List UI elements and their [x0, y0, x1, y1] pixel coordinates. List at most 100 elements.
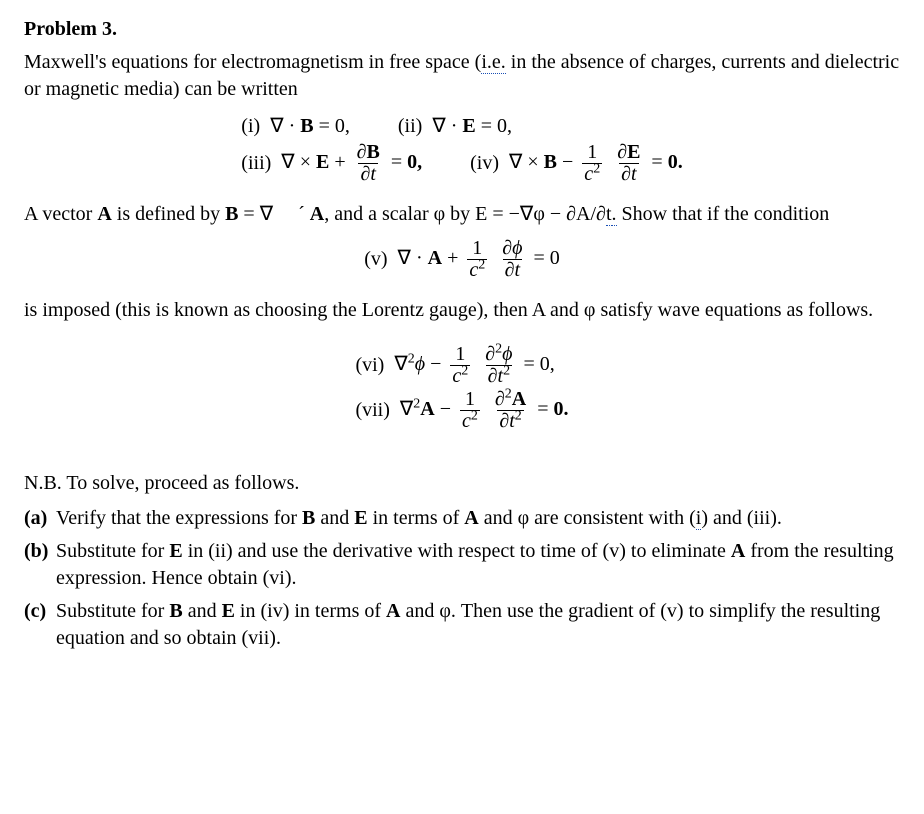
txt: in (ii) and use the derivative with resp…: [183, 540, 731, 562]
hint-b-body: Substitute for E in (ii) and use the der…: [56, 538, 900, 592]
vec-b: B: [300, 115, 313, 137]
zero: 0.: [668, 151, 683, 173]
intro-paragraph: Maxwell's equations for electromagnetism…: [24, 49, 900, 103]
frac-dE-dt: ∂E ∂t: [615, 142, 642, 185]
eq-sign: =: [391, 151, 402, 173]
eq-ii-body: ∇·E=0,: [432, 113, 512, 140]
vec-e: E: [354, 507, 367, 529]
var-c: c: [584, 163, 593, 185]
equation-v: (v) ∇·A+ 1 c2 ∂ϕ ∂t =0: [24, 236, 900, 283]
partial: ∂: [485, 343, 495, 365]
vec-b: B: [302, 507, 315, 529]
eq-iv-num: (iv): [470, 150, 499, 177]
vec-e: E: [627, 141, 640, 163]
eq-iii-num: (iii): [241, 150, 271, 177]
partial: ∂: [621, 163, 631, 185]
vec-b: B: [225, 203, 238, 225]
phi: ϕ: [502, 343, 512, 365]
vec-a: A: [428, 247, 442, 269]
eq-sign: =: [537, 398, 548, 420]
partial: ∂: [505, 259, 515, 281]
problem-heading: Problem 3.: [24, 16, 900, 43]
sup2: 2: [593, 161, 600, 176]
sup2: 2: [408, 351, 415, 366]
eq-sign: =: [319, 115, 330, 137]
dt-link: t: [606, 203, 612, 226]
minus: −: [562, 151, 573, 173]
zero: 0,: [335, 115, 350, 137]
def-text-b: is defined by: [112, 203, 225, 225]
eq-v-body: ∇·A+ 1 c2 ∂ϕ ∂t =0: [398, 238, 560, 281]
txt: and: [315, 507, 354, 529]
eq-vi-body: ∇2ϕ− 1 c2 ∂2ϕ ∂t2 =0,: [394, 344, 554, 387]
slash-d: /∂: [590, 203, 605, 225]
nabla: ∇: [509, 151, 522, 173]
eq-v-cell: (v) ∇·A+ 1 c2 ∂ϕ ∂t =0: [364, 238, 560, 281]
hint-a-label: (a): [24, 505, 56, 532]
def-text-d: Show that if the condition: [617, 203, 830, 225]
eq-vii: (vii) ∇2A− 1 c2 ∂2A ∂t2 =0.: [355, 389, 568, 432]
intro-text-a: Maxwell's equations for electromagnetism…: [24, 51, 481, 73]
zero: 0,: [497, 115, 512, 137]
one: 1: [463, 389, 477, 410]
hint-b-label: (b): [24, 538, 56, 592]
vec-a: A: [731, 540, 745, 562]
hints-list: (a) Verify that the expressions for B an…: [24, 505, 900, 652]
eq-i: (i) ∇·B=0,: [241, 113, 350, 140]
eq-sign: =: [651, 151, 662, 173]
sup2: 2: [505, 386, 512, 401]
hint-c-label: (c): [24, 598, 56, 652]
txt: Verify that the expressions for: [56, 507, 302, 529]
nabla: ∇: [270, 115, 283, 137]
eq-sign: =: [481, 115, 492, 137]
eq-i-body: ∇·B=0,: [270, 113, 350, 140]
def-text-a: A vector: [24, 203, 97, 225]
eq-ii: (ii) ∇·E=0,: [398, 113, 512, 140]
sup2: 2: [461, 363, 468, 378]
txt: in terms of: [368, 507, 465, 529]
frac-dphi-dt: ∂ϕ ∂t: [500, 238, 524, 281]
txt: and φ are consistent with (: [479, 507, 696, 529]
frac-one-c2: 1 c2: [467, 238, 487, 281]
sup2: 2: [471, 408, 478, 423]
plus: +: [447, 247, 458, 269]
txt: in (iv) in terms of: [235, 600, 386, 622]
frac-d2phi-dt2: ∂2ϕ ∂t2: [483, 344, 514, 387]
frac-one-c2: 1 c2: [582, 142, 602, 185]
zero: 0,: [540, 353, 555, 375]
frac-d2A-dt2: ∂2A ∂t2: [493, 389, 528, 432]
eq-iv: (iv) ∇× B− 1 c2 ∂E ∂t = 0.: [470, 142, 683, 185]
phi: ϕ: [415, 353, 425, 375]
equations-vi-vii: (vi) ∇2ϕ− 1 c2 ∂2ϕ ∂t2 =0, (vii): [24, 342, 900, 434]
sup2: 2: [503, 363, 510, 378]
vec-a: A: [386, 600, 400, 622]
frac-dB-dt: ∂B ∂t: [355, 142, 382, 185]
eq-vi-num: (vi): [355, 352, 384, 379]
definition-paragraph: A vector A is defined by B = ∇ ´ A, and …: [24, 201, 900, 228]
def-text-c: , and a scalar φ by: [324, 203, 475, 225]
times: ×: [527, 151, 538, 173]
frac-one-c2: 1 c2: [450, 344, 470, 387]
e-def: E = −∇φ − ∂A/∂t.: [475, 203, 616, 226]
vec-e: E: [169, 540, 182, 562]
var-t: t: [370, 163, 376, 185]
dot: ·: [451, 115, 458, 137]
var-c: c: [452, 365, 461, 387]
vec-e: E: [462, 115, 475, 137]
partial: ∂: [360, 163, 370, 185]
txt: and: [183, 600, 222, 622]
hint-c: (c) Substitute for B and E in (iv) in te…: [24, 598, 900, 652]
var-t: t: [631, 163, 637, 185]
var-c: c: [469, 259, 478, 281]
a-sym: A: [576, 203, 590, 225]
vec-a: A: [420, 398, 434, 420]
eq-vii-num: (vii): [355, 397, 389, 424]
vec-b: B: [544, 151, 557, 173]
hint-a: (a) Verify that the expressions for B an…: [24, 505, 900, 532]
txt: Substitute for: [56, 600, 169, 622]
txt: ) and (iii).: [701, 507, 782, 529]
vec-a: A: [97, 203, 111, 225]
partial: ∂: [502, 237, 512, 259]
one: 1: [453, 344, 467, 365]
zero: 0,: [407, 151, 422, 173]
